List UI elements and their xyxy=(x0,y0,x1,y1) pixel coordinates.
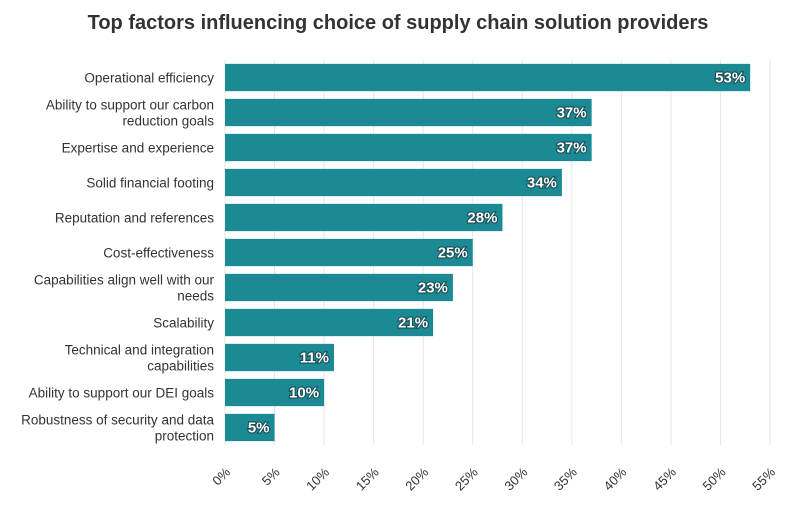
category-label: Operational efficiency xyxy=(84,71,214,86)
bar xyxy=(225,133,592,162)
value-label: 10% xyxy=(289,385,319,402)
category-label: Capabilities align well with our needs xyxy=(34,273,215,304)
x-tick-label: 25% xyxy=(452,464,481,493)
category-label: Ability to support our DEI goals xyxy=(29,386,215,401)
bar xyxy=(225,98,592,127)
category-label: Technical and integration capabilities xyxy=(65,343,215,374)
category-label: Robustness of security and data protectio… xyxy=(21,413,214,444)
x-tick-label: 40% xyxy=(600,464,629,493)
category-label: Solid financial footing xyxy=(86,176,214,191)
bar xyxy=(225,63,751,92)
x-tick-label: 30% xyxy=(501,464,530,493)
x-tick-label: 55% xyxy=(749,464,778,493)
category-label: Ability to support our carbon reduction g… xyxy=(46,98,214,129)
category-label: Reputation and references xyxy=(55,211,214,226)
x-tick-label: 45% xyxy=(650,464,679,493)
value-label: 11% xyxy=(300,350,329,367)
value-label: 23% xyxy=(418,280,448,297)
value-label: 34% xyxy=(527,175,557,192)
x-tick-label: 15% xyxy=(353,464,382,493)
value-label: 21% xyxy=(398,315,428,332)
bar xyxy=(225,273,453,302)
chart-title: Top factors influencing choice of supply… xyxy=(87,12,709,34)
x-tick-label: 35% xyxy=(551,464,580,493)
category-label: Cost-effectiveness xyxy=(103,246,214,261)
x-tick-label: 50% xyxy=(700,464,729,493)
value-label: 28% xyxy=(467,210,497,227)
value-label: 5% xyxy=(248,420,270,437)
value-label: 53% xyxy=(715,70,745,87)
bar xyxy=(225,203,503,232)
category-label: Expertise and experience xyxy=(62,141,214,156)
x-tick-label: 10% xyxy=(303,464,332,493)
value-label: 37% xyxy=(557,140,587,157)
x-tick-label: 20% xyxy=(402,464,431,493)
x-tick-label: 0% xyxy=(209,464,233,488)
bar xyxy=(225,378,325,407)
category-label: Scalability xyxy=(153,316,214,331)
bar xyxy=(225,343,334,372)
bar xyxy=(225,168,562,197)
value-label: 25% xyxy=(438,245,468,262)
x-tick-label: 5% xyxy=(259,464,283,488)
bar xyxy=(225,413,275,442)
value-label: 37% xyxy=(557,105,587,122)
bar xyxy=(225,238,473,267)
bar xyxy=(225,308,434,337)
